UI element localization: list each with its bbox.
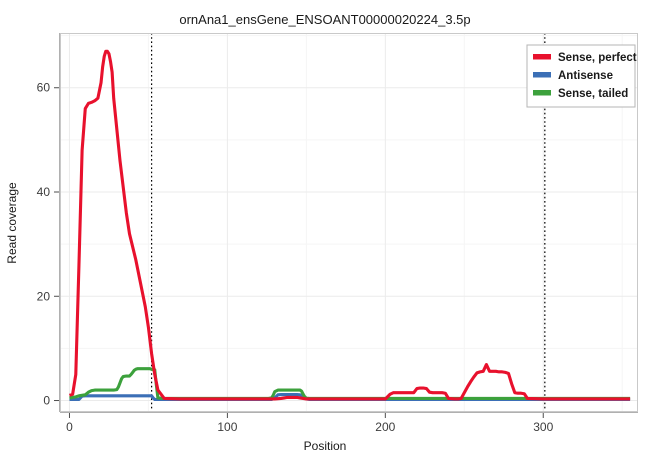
chart-legend: Sense, perfect Antisense Sense, tailed	[526, 44, 637, 108]
x-tick-label: 0	[66, 420, 73, 434]
x-axis: 0 100 200 300	[60, 412, 638, 434]
y-tick-label: 20	[37, 289, 51, 303]
y-tick-label: 40	[37, 185, 51, 199]
plot-area-border	[60, 33, 638, 412]
x-tick-label: 300	[533, 420, 553, 434]
y-axis: 0 20 40 60	[37, 33, 60, 412]
series-line-sense-perfect	[68, 49, 631, 401]
legend-item-label: Antisense	[558, 70, 613, 82]
legend-color-swatch	[533, 90, 551, 96]
x-axis-label: Position	[304, 439, 347, 453]
legend-color-swatch	[533, 54, 551, 60]
y-tick-label: 0	[43, 394, 50, 408]
legend-color-swatch	[533, 72, 551, 78]
chart-title: ornAna1_ensGene_ENSOANT00000020224_3.5p	[179, 12, 470, 27]
x-tick-label: 100	[217, 420, 237, 434]
legend-item-label: Sense, tailed	[558, 88, 628, 100]
y-tick-label: 60	[37, 81, 51, 95]
y-axis-label: Read coverage	[5, 182, 19, 264]
x-tick-label: 200	[375, 420, 395, 434]
legend-item-label: Sense, perfect	[558, 52, 637, 64]
minor-gridlines	[60, 33, 638, 412]
data-series-group	[68, 49, 631, 402]
